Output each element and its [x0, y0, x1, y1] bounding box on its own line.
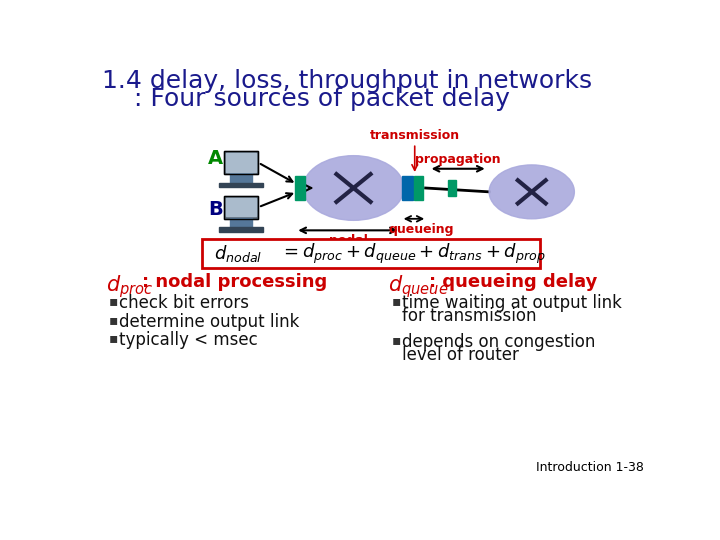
Bar	[220, 183, 263, 187]
Bar	[402, 177, 413, 200]
Bar	[224, 151, 258, 174]
Bar	[448, 179, 456, 197]
Ellipse shape	[489, 165, 575, 219]
Text: $d_{\mathit{queue}}$: $d_{\mathit{queue}}$	[388, 273, 449, 300]
Bar	[224, 195, 258, 219]
Text: ▪: ▪	[109, 313, 118, 327]
Text: for transmission: for transmission	[402, 307, 537, 325]
Bar	[230, 173, 252, 184]
Text: B: B	[208, 200, 223, 219]
Text: processing: processing	[310, 244, 386, 257]
Text: depends on congestion: depends on congestion	[402, 333, 595, 351]
Text: propagation: propagation	[415, 153, 501, 166]
Bar	[224, 195, 258, 219]
Text: check bit errors: check bit errors	[120, 294, 249, 312]
Text: $d_{\mathit{nodal}}$: $d_{\mathit{nodal}}$	[214, 243, 262, 264]
Bar	[226, 153, 256, 172]
Text: ▪: ▪	[392, 333, 401, 347]
Text: typically < msec: typically < msec	[120, 331, 258, 349]
Text: $= d_{\mathit{proc}} + d_{\mathit{queue}} + d_{\mathit{trans}} +  d_{\mathit{pro: $= d_{\mathit{proc}} + d_{\mathit{queue}…	[280, 241, 546, 266]
Bar	[202, 239, 539, 268]
Text: nodal: nodal	[328, 234, 367, 247]
Text: A: A	[208, 149, 223, 168]
Bar	[230, 218, 252, 229]
Text: : nodal processing: : nodal processing	[142, 273, 327, 291]
Text: : Four sources of packet delay: : Four sources of packet delay	[102, 87, 510, 111]
Text: determine output link: determine output link	[120, 313, 300, 330]
Ellipse shape	[303, 156, 404, 220]
Text: queueing: queueing	[389, 222, 454, 235]
Text: 1.4 delay, loss, throughput in networks: 1.4 delay, loss, throughput in networks	[102, 69, 592, 93]
Bar	[224, 151, 258, 174]
Text: level of router: level of router	[402, 346, 519, 364]
Bar	[226, 198, 256, 217]
Text: ▪: ▪	[109, 294, 118, 308]
Bar	[220, 227, 263, 232]
Text: $d_{\mathit{proc}}$: $d_{\mathit{proc}}$	[106, 273, 153, 300]
Text: : queueing delay: : queueing delay	[428, 273, 597, 291]
Bar	[295, 177, 305, 200]
Text: time waiting at output link: time waiting at output link	[402, 294, 622, 312]
Bar	[414, 177, 423, 200]
Text: ▪: ▪	[109, 331, 118, 345]
Text: Introduction 1-38: Introduction 1-38	[536, 462, 644, 475]
Text: transmission: transmission	[369, 129, 460, 142]
Text: ▪: ▪	[392, 294, 401, 308]
